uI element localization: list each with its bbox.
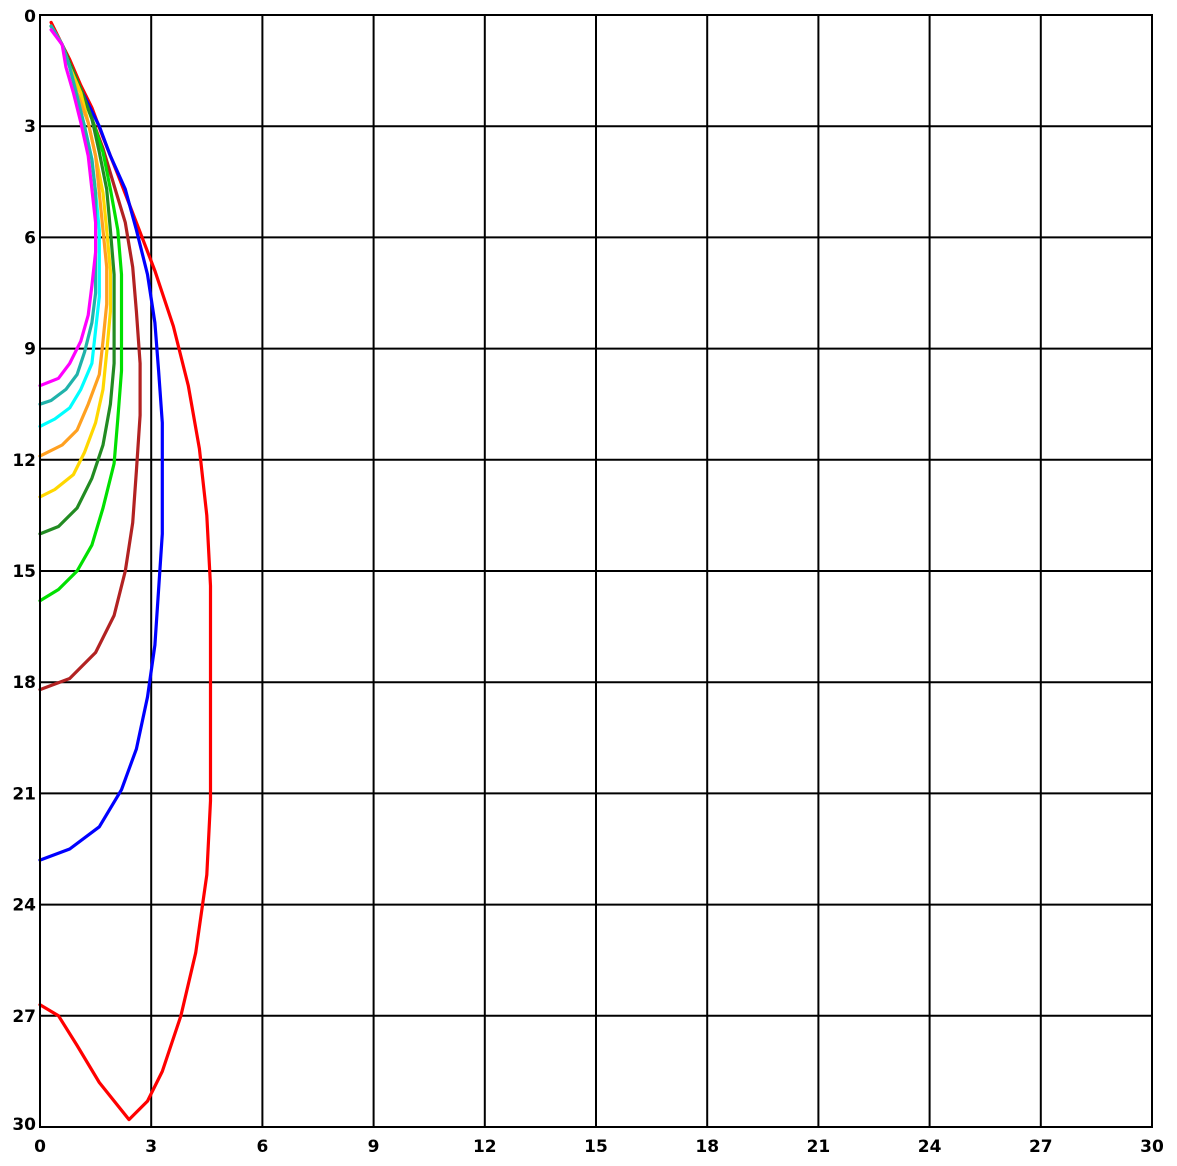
y-tick-label: 21 xyxy=(12,784,36,804)
x-tick-label: 9 xyxy=(368,1137,380,1157)
series-line-9 xyxy=(38,28,98,388)
x-tick-label: 24 xyxy=(918,1137,942,1157)
y-tick-label: 30 xyxy=(12,1115,36,1135)
x-tick-label: 0 xyxy=(34,1137,46,1157)
x-tick-label: 12 xyxy=(473,1137,497,1157)
y-tick-label: 9 xyxy=(24,340,36,360)
x-tick-label: 18 xyxy=(695,1137,719,1157)
x-tick-label: 6 xyxy=(256,1137,268,1157)
x-tick-label: 27 xyxy=(1029,1137,1053,1157)
plot-frame xyxy=(39,14,1153,1128)
y-tick-label: 24 xyxy=(12,896,36,916)
series-lines xyxy=(38,20,213,1122)
y-tick-label: 18 xyxy=(12,673,36,693)
y-tick-label: 27 xyxy=(12,1007,36,1027)
x-tick-label: 15 xyxy=(584,1137,608,1157)
series-line-5 xyxy=(38,24,113,499)
x-tick-label: 21 xyxy=(807,1137,831,1157)
y-tick-label: 15 xyxy=(12,562,36,582)
y-tick-label: 3 xyxy=(24,117,36,137)
y-tick-labels: 0 3 6 9 12 15 18 21 24 27 30 xyxy=(12,7,36,1135)
x-tick-label: 30 xyxy=(1140,1137,1164,1157)
y-tick-label: 12 xyxy=(12,451,36,471)
y-tick-label: 6 xyxy=(24,228,36,248)
y-tick-label: 0 xyxy=(24,7,36,27)
x-tick-label: 3 xyxy=(145,1137,157,1157)
x-tick-labels: 0 3 6 9 12 15 18 21 24 27 30 xyxy=(34,1137,1164,1157)
